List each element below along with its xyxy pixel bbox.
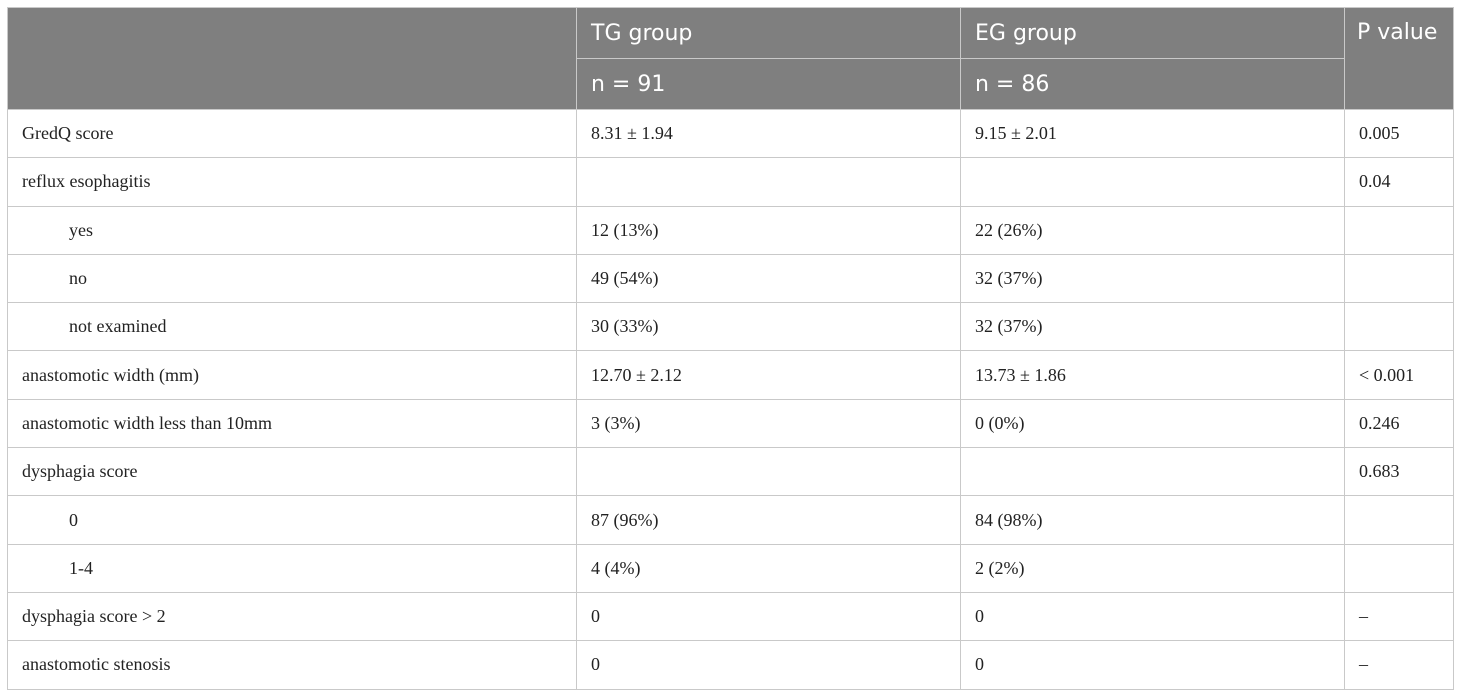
eg-value: 2 (2%) — [960, 543, 1345, 593]
table-body: GredQ score 8.31 ± 1.94 9.15 ± 2.01 0.005 re… — [7, 108, 1454, 690]
table-row: no 49 (54%) 32 (37%) — [7, 253, 1454, 304]
header-tg-n: n = 91 — [576, 58, 961, 110]
table-row: 1-4 4 (4%) 2 (2%) — [7, 543, 1454, 593]
tg-value: 12 (13%) — [576, 205, 961, 255]
table-row: anastomotic stenosis 0 0– — [7, 640, 1454, 690]
p-value: 0.246 — [1344, 398, 1454, 449]
p-value — [1344, 495, 1454, 545]
header-blank-cell — [7, 7, 577, 110]
row-label: GredQ score — [7, 108, 577, 159]
tg-value: 49 (54%) — [576, 253, 961, 304]
row-label: yes — [7, 205, 577, 255]
p-value: – — [1344, 591, 1454, 642]
tg-value — [576, 157, 961, 207]
row-label: anastomotic stenosis — [7, 640, 577, 690]
eg-value: 0 — [960, 640, 1345, 690]
table-row: reflux esophagitis 0.04 — [7, 157, 1454, 207]
row-label: 1-4 — [7, 543, 577, 593]
tg-value: 12.70 ± 2.12 — [576, 350, 961, 400]
results-table: TG group EG group P value n = 91 n = 86 … — [7, 7, 1454, 690]
table-row: dysphagia score > 2 0 0– — [7, 591, 1454, 642]
p-value — [1344, 205, 1454, 255]
eg-value — [960, 447, 1345, 497]
p-value — [1344, 253, 1454, 304]
eg-value: 0 — [960, 591, 1345, 642]
row-label: not examined — [7, 302, 577, 352]
table-row: dysphagia score 0.683 — [7, 447, 1454, 497]
eg-value — [960, 157, 1345, 207]
tg-value — [576, 447, 961, 497]
table-row: yes 12 (13%) 22 (26%) — [7, 205, 1454, 255]
eg-value: 9.15 ± 2.01 — [960, 108, 1345, 159]
p-value: – — [1344, 640, 1454, 690]
row-label: dysphagia score — [7, 447, 577, 497]
row-label: 0 — [7, 495, 577, 545]
header-eg-group: EG group — [960, 7, 1345, 59]
tg-value: 30 (33%) — [576, 302, 961, 352]
tg-value: 3 (3%) — [576, 398, 961, 449]
eg-value: 22 (26%) — [960, 205, 1345, 255]
eg-value: 13.73 ± 1.86 — [960, 350, 1345, 400]
p-value — [1344, 543, 1454, 593]
p-value: 0.683 — [1344, 447, 1454, 497]
table-row: not examined 30 (33%) 32 (37%) — [7, 302, 1454, 352]
table-row: anastomotic width less than 10mm 3 (3%) 0 … — [7, 398, 1454, 449]
header-tg-group: TG group — [576, 7, 961, 59]
tg-value: 0 — [576, 591, 961, 642]
p-value: < 0.001 — [1344, 350, 1454, 400]
eg-value: 32 (37%) — [960, 302, 1345, 352]
tg-value: 0 — [576, 640, 961, 690]
table-row: anastomotic width (mm) 12.70 ± 2.12 13.73 … — [7, 350, 1454, 400]
tg-value: 8.31 ± 1.94 — [576, 108, 961, 159]
p-value: 0.04 — [1344, 157, 1454, 207]
row-label: anastomotic width less than 10mm — [7, 398, 577, 449]
eg-value: 0 (0%) — [960, 398, 1345, 449]
row-label: reflux esophagitis — [7, 157, 577, 207]
header-eg-n: n = 86 — [960, 58, 1345, 110]
results-table-container: TG group EG group P value n = 91 n = 86 … — [7, 7, 1454, 690]
row-label: anastomotic width (mm) — [7, 350, 577, 400]
row-label: no — [7, 253, 577, 304]
table-row: GredQ score 8.31 ± 1.94 9.15 ± 2.01 0.005 — [7, 108, 1454, 159]
tg-value: 87 (96%) — [576, 495, 961, 545]
eg-value: 84 (98%) — [960, 495, 1345, 545]
table-header: TG group EG group P value n = 91 n = 86 — [7, 7, 1454, 110]
eg-value: 32 (37%) — [960, 253, 1345, 304]
row-label: dysphagia score > 2 — [7, 591, 577, 642]
tg-value: 4 (4%) — [576, 543, 961, 593]
header-p-value: P value — [1344, 7, 1454, 110]
table-row: 0 87 (96%) 84 (98%) — [7, 495, 1454, 545]
p-value: 0.005 — [1344, 108, 1454, 159]
p-value — [1344, 302, 1454, 352]
